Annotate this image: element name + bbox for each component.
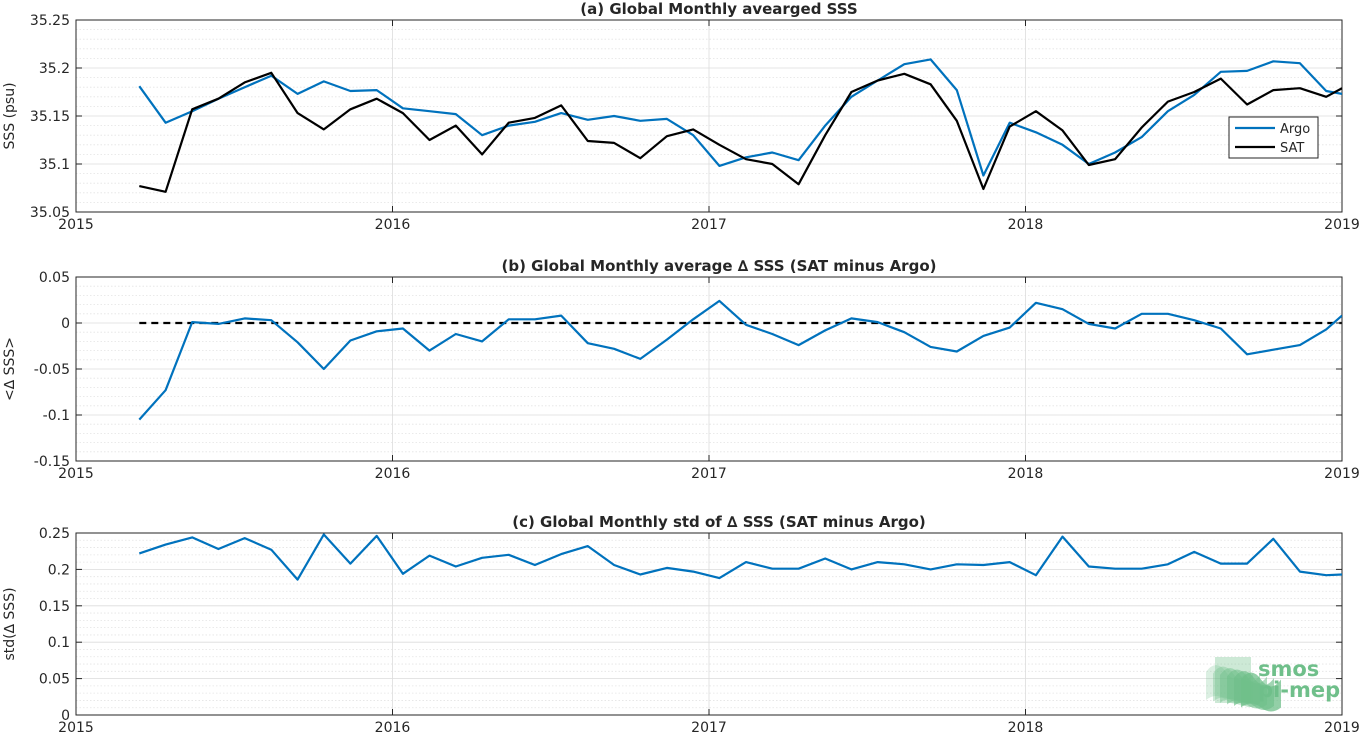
y-axis-label: std(∆ SSS) [2, 587, 18, 660]
y-tick-label: 35.25 [30, 13, 70, 29]
x-tick-label: 2017 [691, 720, 727, 736]
legend-entry-argo: Argo [1280, 122, 1310, 137]
x-tick-label: 2016 [375, 217, 411, 233]
legend-box [1228, 116, 1319, 159]
series-group [138, 58, 1342, 193]
series-line-delta-sss [138, 299, 1342, 421]
y-axis-label: SSS (psu) [2, 82, 18, 149]
x-tick-label: 2019 [1324, 720, 1360, 736]
legend-entry-sat: SAT [1280, 141, 1304, 156]
chart-title: (c) Global Monthly std of ∆ SSS (SAT min… [512, 513, 926, 531]
y-tick-label: 35.15 [30, 109, 70, 125]
y-tick-label: 0 [61, 316, 70, 332]
y-tick-label: -0.05 [34, 362, 70, 378]
y-tick-label: 0.05 [39, 672, 70, 688]
y-axis-label: <∆ SSS> [2, 337, 18, 401]
y-tick-label: 35.2 [39, 61, 70, 77]
logo-text-smos: smos [1258, 657, 1319, 681]
chart-panel-c: 2015 2016 2017 2018 2019 0 0.05 0.1 0.15 0.2 0.25 (… [2, 513, 1360, 736]
legend: Argo SAT [1228, 116, 1319, 159]
series-line-argo [138, 58, 1342, 177]
y-tick-label: 0 [61, 708, 70, 724]
y-tick-label: -0.1 [43, 408, 70, 424]
series-group [138, 533, 1342, 581]
x-tick-label: 2016 [375, 720, 411, 736]
logo-mark [1215, 657, 1251, 703]
x-tick-label: 2015 [58, 720, 94, 736]
x-tick-label: 2015 [58, 217, 94, 233]
x-tick-label: 2019 [1324, 217, 1360, 233]
y-tick-label: 0.2 [48, 562, 70, 578]
chart-title: (b) Global Monthly average ∆ SSS (SAT mi… [502, 257, 937, 275]
y-tick-label: 0.15 [39, 599, 70, 615]
logo-wave-shape [1241, 672, 1281, 712]
y-tick-label: 0.05 [39, 270, 70, 286]
y-tick-label: 35.1 [39, 157, 70, 173]
logo-text-pi-mep: pi-mep [1258, 678, 1340, 702]
x-tick-label: 2018 [1008, 720, 1044, 736]
x-tick-label: 2018 [1008, 466, 1044, 482]
series-line-sat [139, 71, 1342, 193]
x-tick-label: 2017 [691, 466, 727, 482]
x-tick-label: 2018 [1008, 217, 1044, 233]
y-tick-label: -0.15 [34, 454, 70, 470]
y-tick-label: 35.05 [30, 205, 70, 221]
grid-lines [75, 276, 1343, 462]
y-tick-label: 0.1 [48, 635, 70, 651]
chart-panel-b: 2015 2016 2017 2018 2019 -0.15 -0.1 -0.05 0 0.05 (… [2, 257, 1360, 482]
series-group [138, 299, 1342, 421]
x-tick-label: 2019 [1324, 466, 1360, 482]
y-tick-label: 0.25 [39, 526, 70, 542]
series-line-delta-sss [138, 533, 1342, 581]
x-tick-label: 2017 [691, 217, 727, 233]
chart-title: (a) Global Monthly avearged SSS [580, 0, 857, 18]
chart-panel-a: 2015 2016 2017 2018 2019 35.05 35.1 35.15 35.2 35… [2, 0, 1360, 233]
x-tick-label: 2016 [375, 466, 411, 482]
grid-lines [75, 532, 1343, 716]
x-tick-label: 2015 [58, 466, 94, 482]
